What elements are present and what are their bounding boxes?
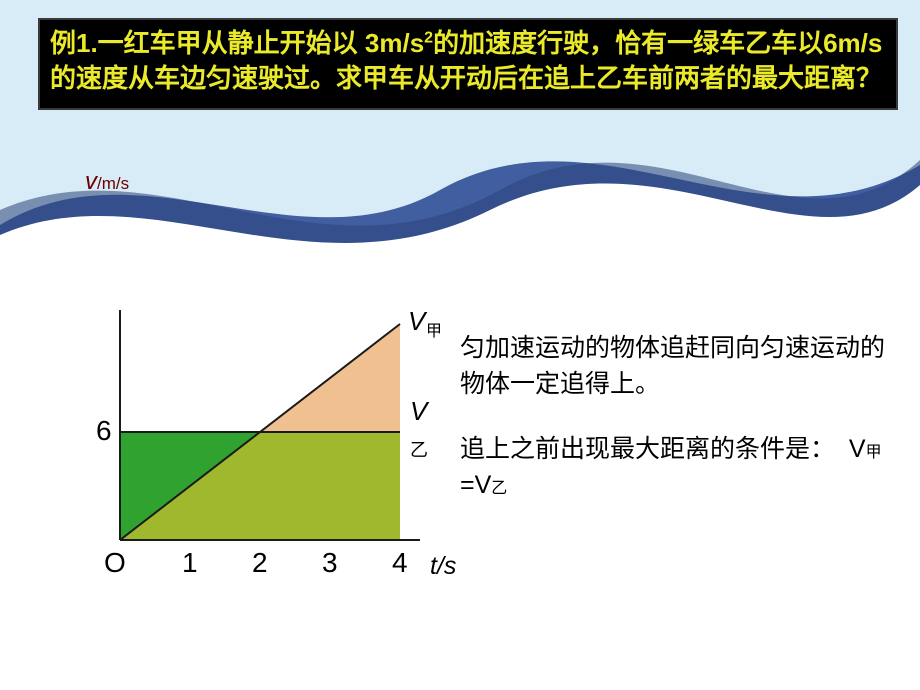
explain-line2-prefix: 追上之前出现最大距离的条件是： bbox=[460, 435, 835, 463]
origin-label: O bbox=[104, 547, 126, 578]
explain-line2: 追上之前出现最大距离的条件是： V甲=V乙 bbox=[460, 431, 890, 504]
x-tick-2: 2 bbox=[252, 547, 268, 578]
explanation: 匀加速运动的物体追赶同向匀速运动的物体一定追得上。 追上之前出现最大距离的条件是… bbox=[460, 330, 890, 531]
x-tick-1: 1 bbox=[182, 547, 198, 578]
y-var: v bbox=[85, 168, 97, 195]
label-vyi: V bbox=[410, 396, 430, 426]
y-axis-label: v/m/s bbox=[85, 168, 129, 196]
region-olive-rect bbox=[260, 432, 400, 540]
problem-box: 例1.一红车甲从静止开始以 3m/s2的加速度行驶，恰有一绿车乙车以6m/s的速… bbox=[38, 18, 898, 110]
label-vjia-sub: 甲 bbox=[426, 323, 440, 340]
x-tick-4: 4 bbox=[392, 547, 408, 578]
vt-chart: 6 O 1 2 3 4 V 甲 V 乙 bbox=[80, 300, 420, 560]
x-tick-3: 3 bbox=[322, 547, 338, 578]
x-axis-label: t/s bbox=[430, 552, 456, 581]
label-vjia: V bbox=[408, 306, 428, 336]
label-vyi-sub: 乙 bbox=[410, 440, 428, 460]
y-unit: /m/s bbox=[97, 174, 129, 193]
x-axis-label-text: t/s bbox=[430, 552, 456, 580]
explain-line1: 匀加速运动的物体追赶同向匀速运动的物体一定追得上。 bbox=[460, 330, 890, 403]
problem-text: 例1.一红车甲从静止开始以 3m/s2的加速度行驶，恰有一绿车乙车以6m/s的速… bbox=[50, 26, 886, 96]
problem-line: 例1.一红车甲从静止开始以 3m/s2的加速度行驶，恰有一绿车乙车以6m/s的速… bbox=[50, 28, 882, 93]
y-tick-6: 6 bbox=[96, 415, 112, 446]
